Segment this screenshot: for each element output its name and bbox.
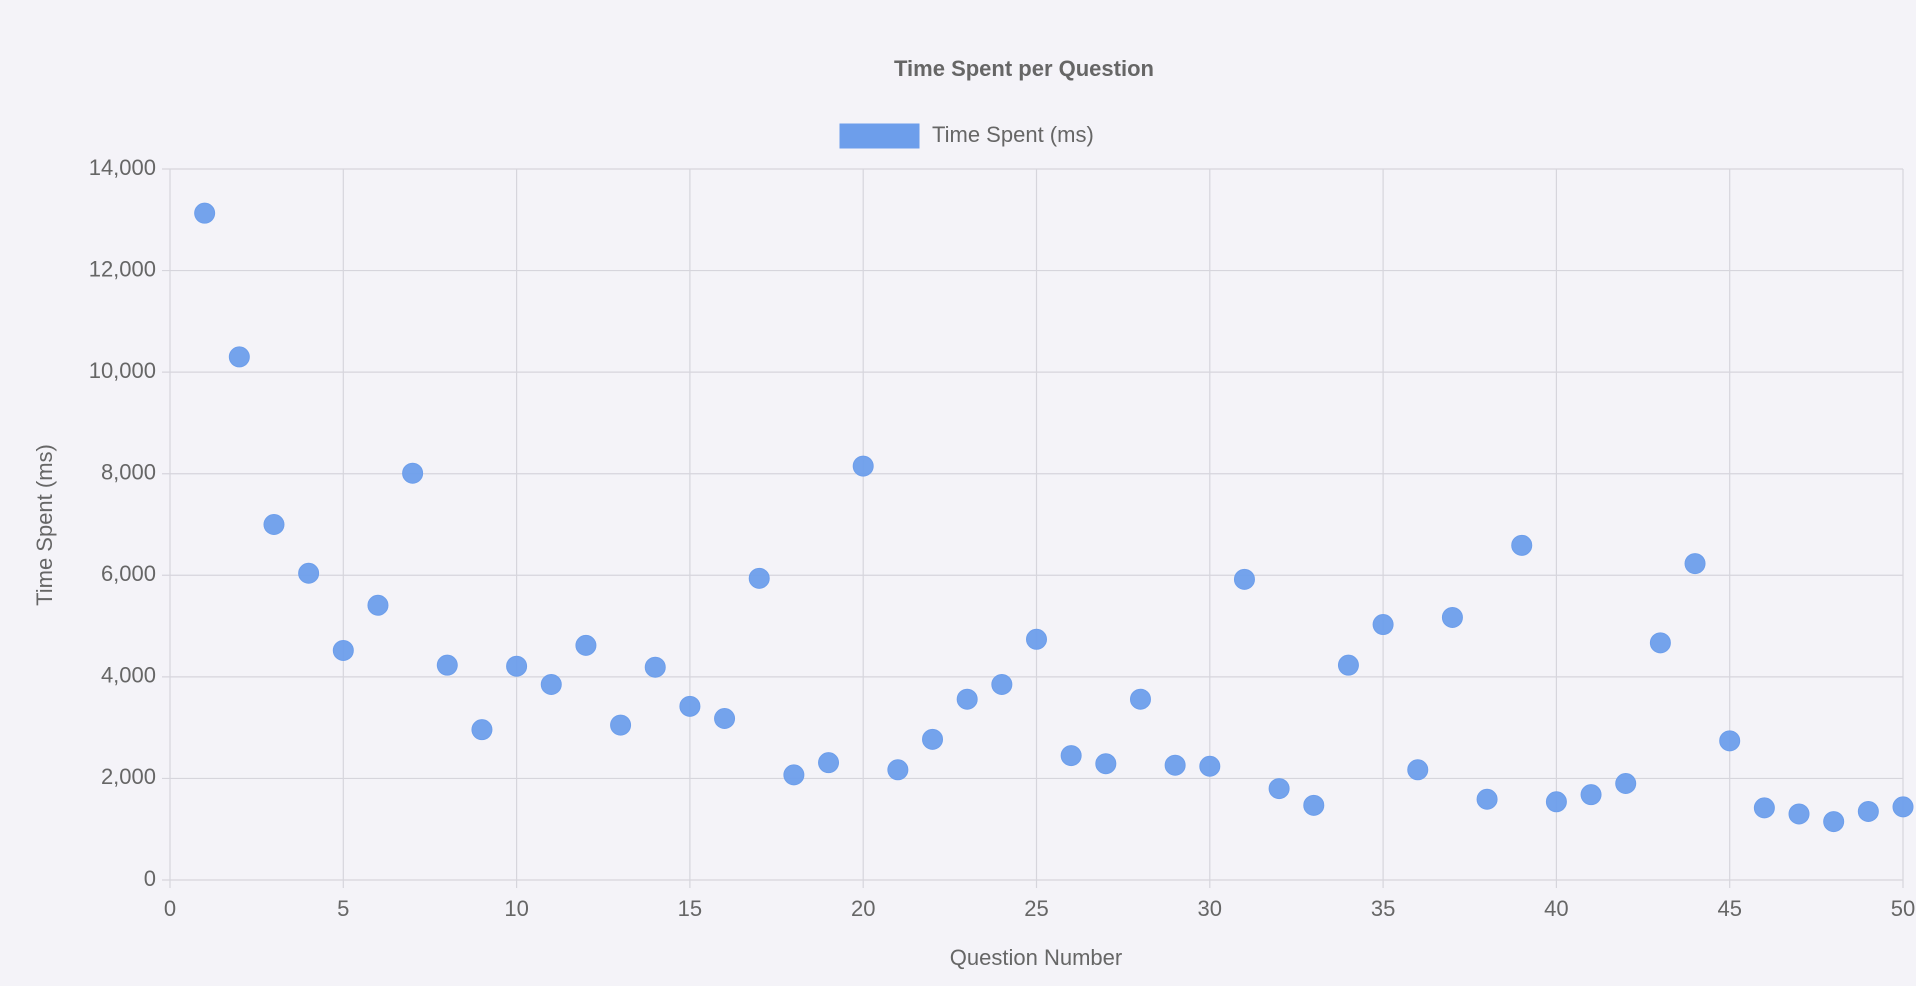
point	[506, 655, 528, 677]
y-axis-label: Time Spent (ms)	[32, 444, 57, 606]
y-tick-label: 14,000	[89, 155, 156, 180]
y-tick-label: 10,000	[89, 358, 156, 383]
x-tick-label: 30	[1198, 896, 1222, 921]
x-tick-label: 50	[1891, 896, 1915, 921]
chart-title: Time Spent per Question	[894, 56, 1154, 81]
point	[1649, 632, 1671, 654]
point	[1753, 797, 1775, 819]
point	[1857, 800, 1879, 822]
point	[956, 688, 978, 710]
point	[1580, 784, 1602, 806]
x-tick-label: 10	[504, 896, 528, 921]
point	[540, 673, 562, 695]
y-tick-label: 2,000	[101, 764, 156, 789]
point	[1199, 755, 1221, 777]
x-tick-label: 5	[337, 896, 349, 921]
point	[714, 708, 736, 730]
point	[991, 673, 1013, 695]
point	[679, 695, 701, 717]
x-tick-label: 25	[1024, 896, 1048, 921]
point	[1372, 614, 1394, 636]
point	[1719, 730, 1741, 752]
point	[367, 594, 389, 616]
point	[1233, 568, 1255, 590]
x-tick-label: 45	[1717, 896, 1741, 921]
x-tick-label: 20	[851, 896, 875, 921]
point	[1511, 534, 1533, 556]
point	[748, 567, 770, 589]
x-tick-label: 40	[1544, 896, 1568, 921]
y-tick-label: 8,000	[101, 460, 156, 485]
y-tick-label: 6,000	[101, 561, 156, 586]
x-tick-label: 35	[1371, 896, 1395, 921]
point	[610, 714, 632, 736]
point	[644, 656, 666, 678]
point	[1026, 628, 1047, 650]
point	[228, 346, 250, 368]
y-tick-label: 4,000	[101, 663, 156, 688]
point	[887, 759, 909, 781]
point	[1823, 811, 1845, 833]
point	[402, 462, 424, 484]
y-tick-label: 0	[144, 866, 156, 891]
point	[263, 514, 285, 535]
x-tick-label: 15	[678, 896, 702, 921]
point	[436, 654, 458, 676]
point	[1268, 778, 1290, 800]
point	[1788, 803, 1810, 825]
point	[922, 728, 944, 750]
point	[298, 562, 320, 584]
point	[194, 202, 216, 224]
point	[332, 639, 354, 661]
legend-label: Time Spent (ms)	[932, 122, 1094, 147]
x-axis-label: Question Number	[950, 945, 1122, 970]
point	[1441, 606, 1463, 628]
point	[1684, 553, 1706, 575]
point	[852, 455, 874, 477]
point	[1060, 745, 1082, 767]
point	[818, 752, 840, 774]
point	[1337, 654, 1359, 676]
point	[783, 764, 805, 786]
point	[1476, 788, 1498, 810]
point	[1545, 791, 1567, 813]
x-tick-label: 0	[164, 896, 176, 921]
point	[575, 634, 597, 656]
legend-swatch	[839, 123, 920, 149]
point	[1129, 688, 1151, 710]
point	[1303, 794, 1325, 816]
point	[1095, 753, 1117, 775]
point	[1407, 759, 1429, 781]
point	[1615, 773, 1637, 795]
point	[1164, 754, 1186, 776]
y-tick-label: 12,000	[89, 256, 156, 281]
point	[1892, 796, 1914, 818]
point	[471, 719, 493, 741]
